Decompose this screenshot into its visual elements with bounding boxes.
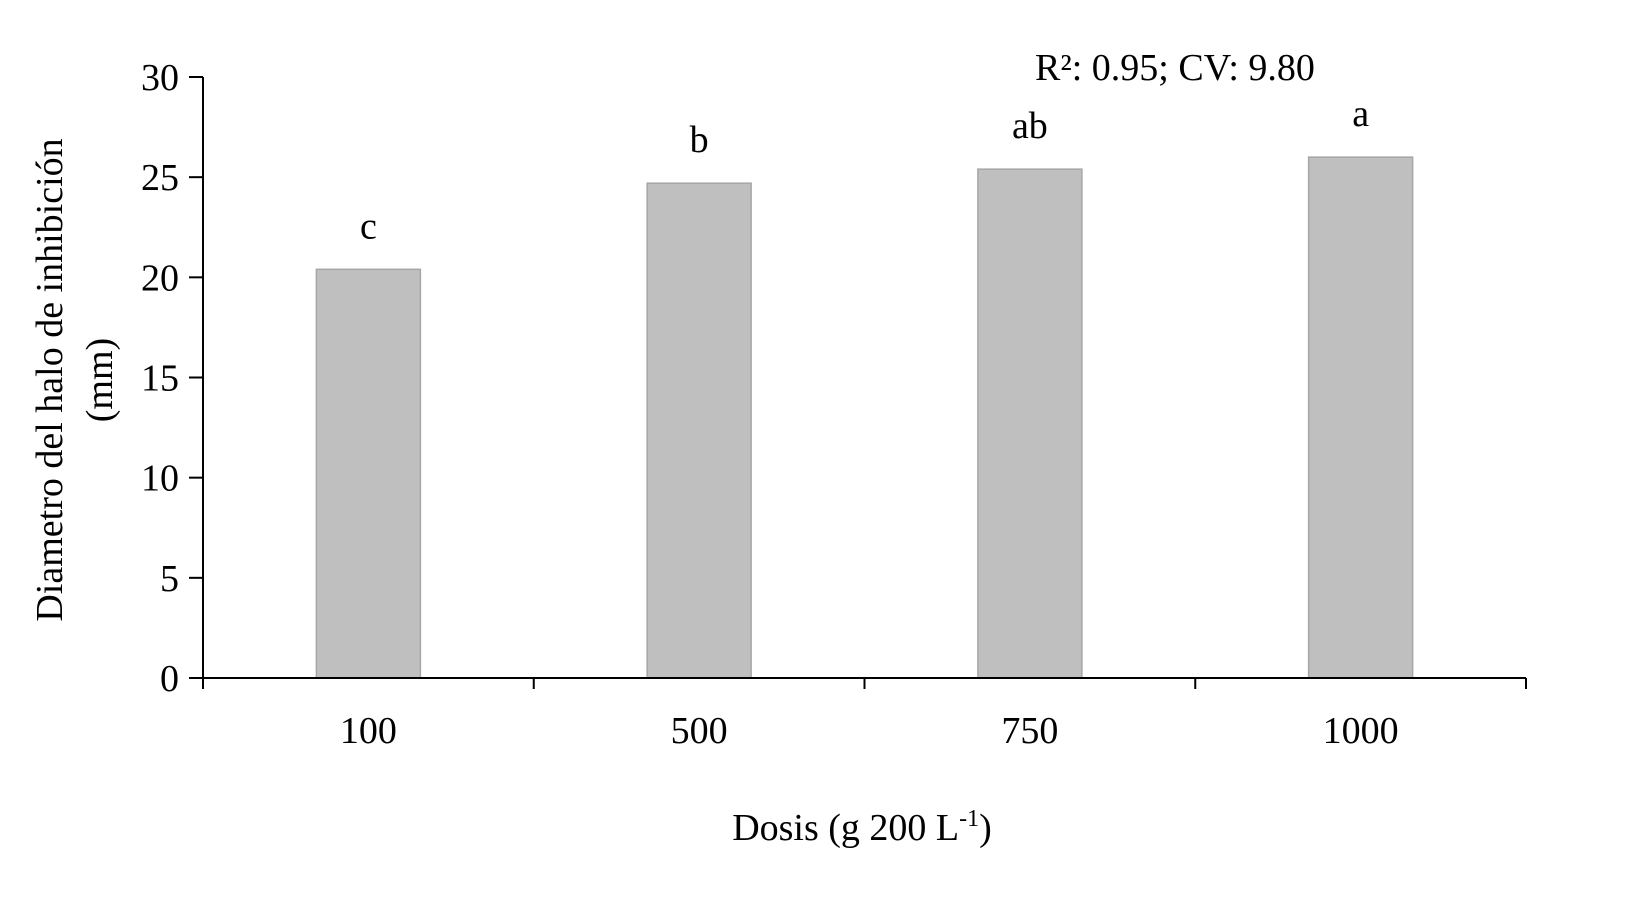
r2-cv-annotation: R²: 0.95; CV: 9.80 [1035,47,1315,89]
significance-label: a [1352,93,1369,135]
y-axis-title: Diametro del halo de inhibición (mm) [29,138,121,621]
y-tick-label: 10 [141,458,179,500]
x-tick-label: 750 [1001,710,1058,752]
y-tick-label: 25 [141,157,179,199]
significance-label: b [690,119,709,161]
y-axis-title-line1: Diametro del halo de inhibición [29,138,71,621]
significance-label: c [360,205,377,247]
bar-1000 [1307,156,1414,679]
bar-500 [646,182,752,679]
x-axis-title-close: ) [979,807,992,849]
bar-100 [315,268,422,679]
y-tick-label: 0 [160,658,179,700]
y-axis-title-line2: (mm) [79,338,121,422]
bars-layer [315,156,1414,679]
y-tick-label: 5 [160,558,179,600]
y-tick-label: 20 [141,257,179,299]
significance-label: ab [1012,105,1048,147]
significance-labels: c b ab a [360,93,1369,247]
y-tick-label: 15 [141,358,179,400]
y-tick-label: 30 [141,57,179,99]
x-axis-title-superscript: -1 [959,806,979,832]
y-ticks: 0 5 10 15 20 25 30 [141,57,203,700]
bar-750 [977,168,1083,679]
x-ticks: 100 500 750 1000 [202,678,1527,752]
x-tick-label: 500 [671,710,728,752]
x-axis-title-main: Dosis (g 200 L [732,807,959,849]
x-axis-title: Dosis (g 200 L-1) [732,806,992,849]
x-tick-label: 1000 [1323,710,1399,752]
x-tick-label: 100 [340,710,397,752]
